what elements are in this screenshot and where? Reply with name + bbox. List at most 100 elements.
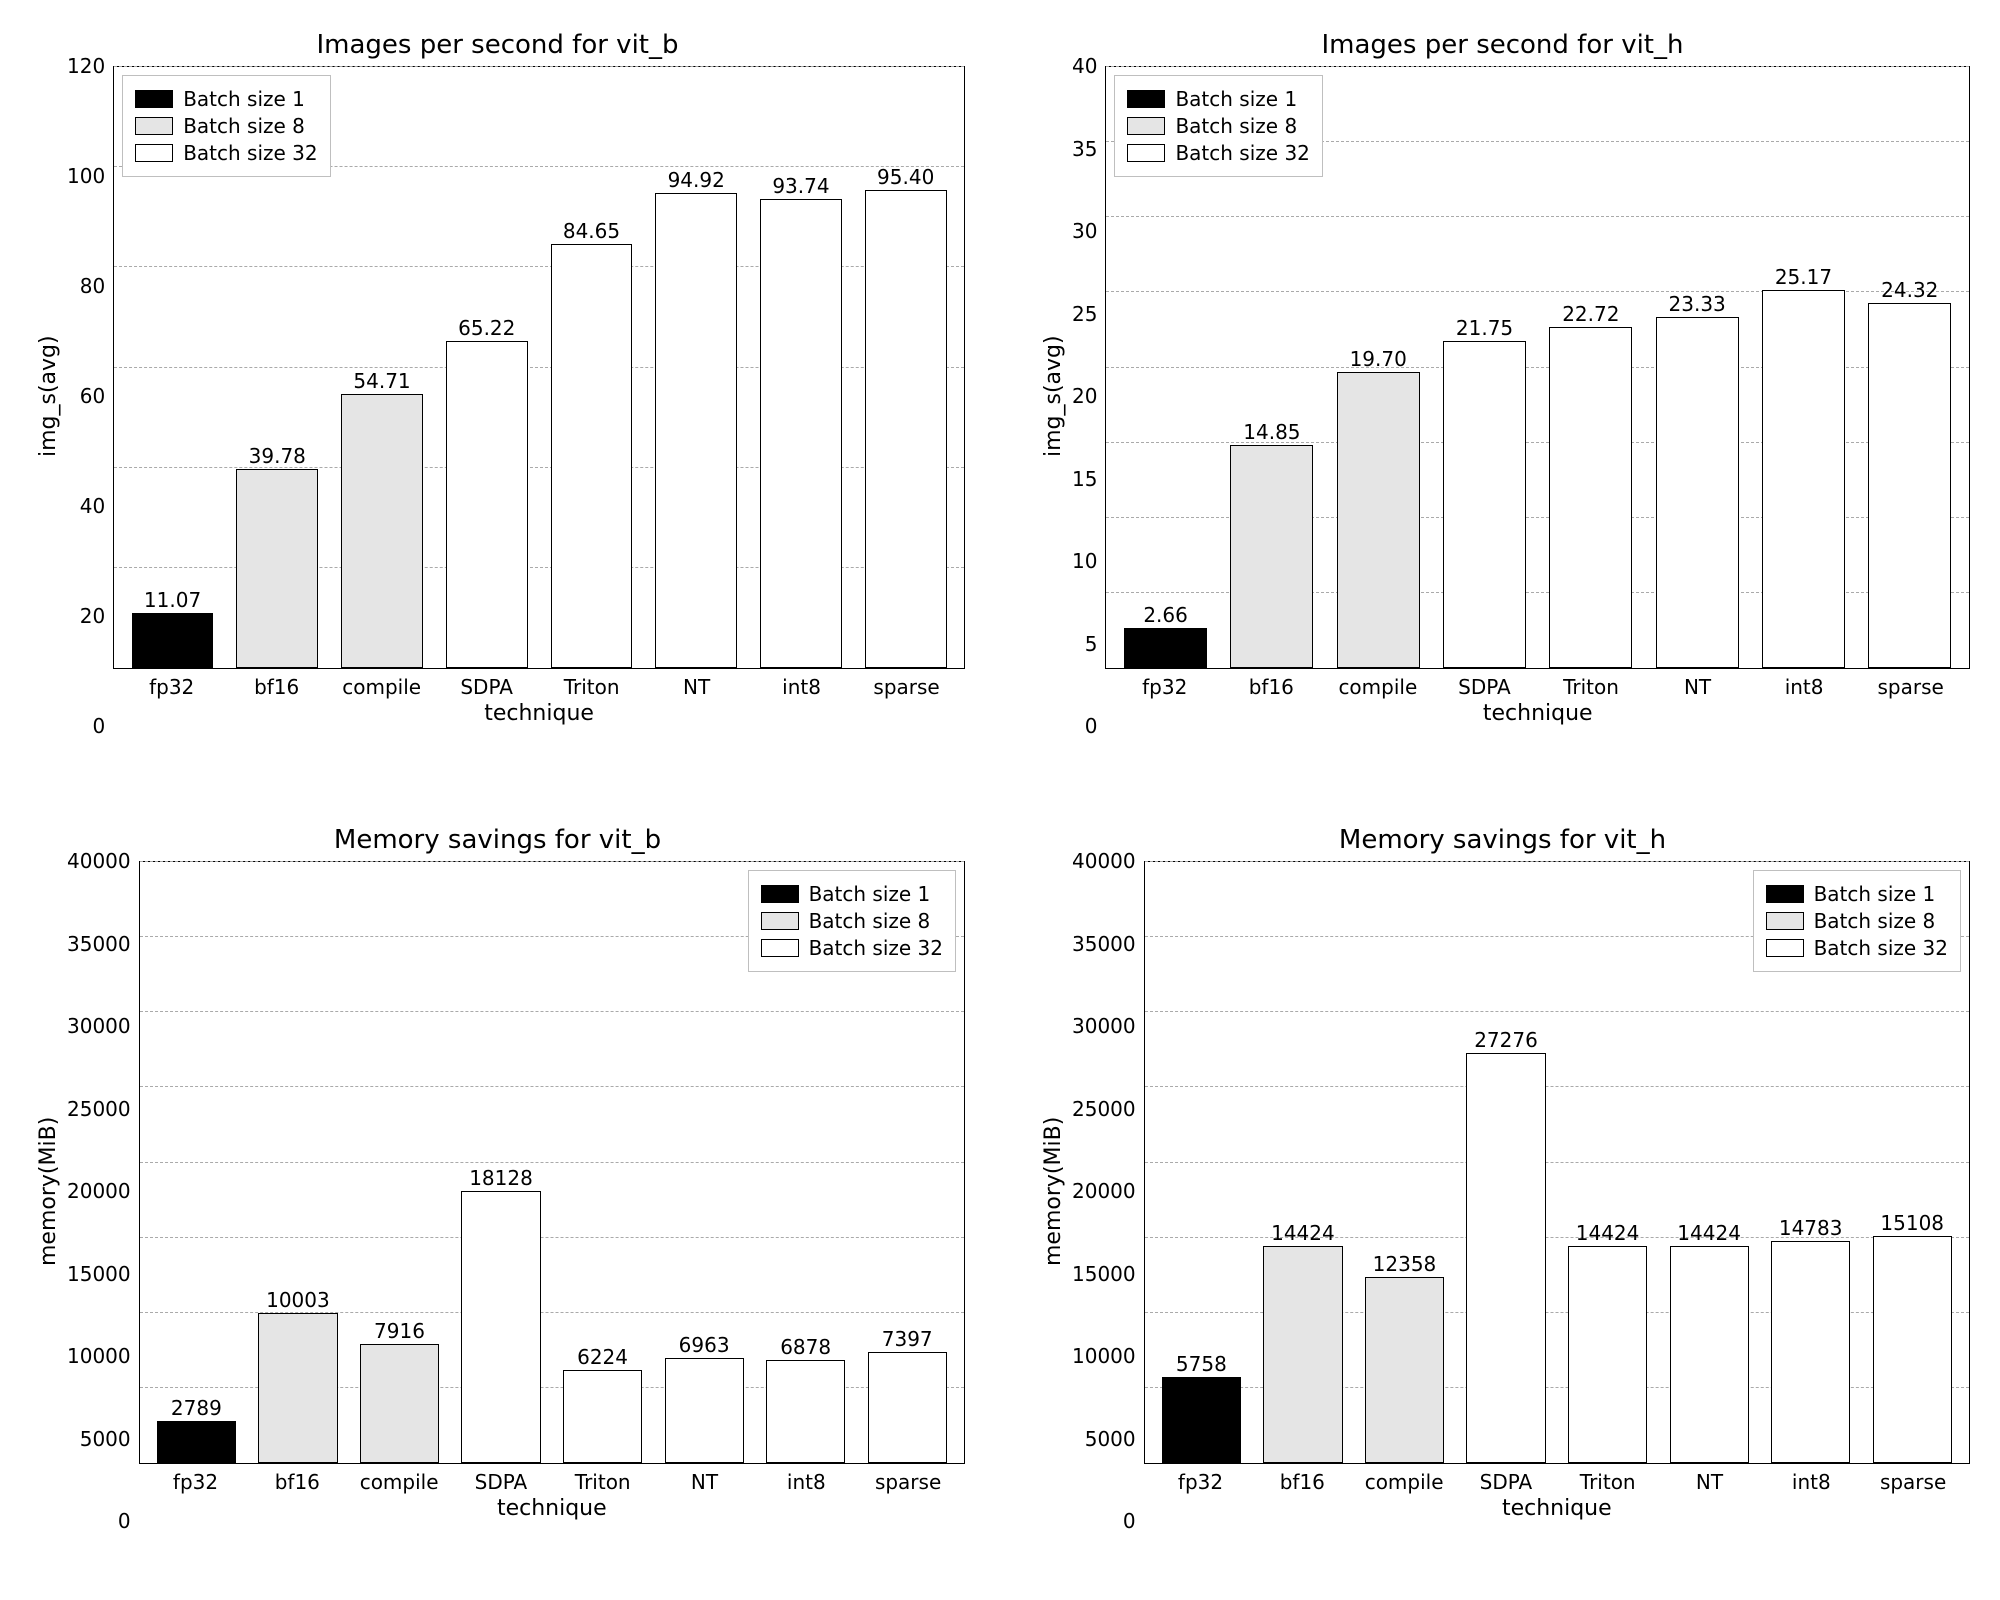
bar: 24.32 xyxy=(1868,303,1951,668)
bar-value-label: 14424 xyxy=(1271,1221,1335,1245)
bar-slot: 95.40 xyxy=(853,67,958,668)
legend-label: Batch size 8 xyxy=(1175,114,1297,138)
bar-slot: 24.32 xyxy=(1857,67,1963,668)
legend-label: Batch size 1 xyxy=(1814,882,1936,906)
chart-title: Memory savings for vit_h xyxy=(1035,825,1970,855)
bar-slot: 84.65 xyxy=(539,67,644,668)
bar-value-label: 10003 xyxy=(266,1288,330,1312)
x-tick: Triton xyxy=(552,1470,654,1494)
y-axis: 0510152025303540 xyxy=(1072,66,1105,726)
bar-value-label: 23.33 xyxy=(1669,292,1726,316)
bar: 12358 xyxy=(1365,1277,1444,1463)
x-tick: fp32 xyxy=(1150,1470,1252,1494)
x-axis-label: technique xyxy=(139,1496,965,1521)
legend-item: Batch size 32 xyxy=(135,141,317,165)
bar-value-label: 93.74 xyxy=(772,174,829,198)
bar-value-label: 15108 xyxy=(1880,1211,1944,1235)
bar: 6224 xyxy=(563,1370,642,1464)
bar: 25.17 xyxy=(1762,290,1845,668)
legend-item: Batch size 32 xyxy=(1766,936,1948,960)
bar-value-label: 14.85 xyxy=(1243,420,1300,444)
y-axis: 0500010000150002000025000300003500040000 xyxy=(67,861,139,1521)
x-tick: int8 xyxy=(755,1470,857,1494)
bar-slot: 14424 xyxy=(1557,862,1659,1463)
bar-slot: 27276 xyxy=(1455,862,1557,1463)
bar: 10003 xyxy=(258,1313,337,1463)
bar: 5758 xyxy=(1162,1377,1241,1464)
bar-value-label: 19.70 xyxy=(1350,347,1407,371)
x-tick: fp32 xyxy=(119,675,224,699)
legend-item: Batch size 1 xyxy=(135,87,317,111)
legend-swatch xyxy=(135,144,173,162)
legend-item: Batch size 1 xyxy=(761,882,943,906)
legend-swatch xyxy=(135,117,173,135)
bar-value-label: 7397 xyxy=(882,1327,933,1351)
bar-slot: 7916 xyxy=(349,862,451,1463)
bar-value-label: 54.71 xyxy=(353,369,410,393)
x-tick: int8 xyxy=(1760,1470,1862,1494)
bar-slot: 23.33 xyxy=(1644,67,1750,668)
bar-slot: 65.22 xyxy=(434,67,539,668)
legend-label: Batch size 32 xyxy=(1175,141,1309,165)
x-axis-label: technique xyxy=(1105,701,1970,726)
bar-value-label: 22.72 xyxy=(1562,302,1619,326)
legend-swatch xyxy=(1127,90,1165,108)
bar-value-label: 14783 xyxy=(1779,1216,1843,1240)
x-tick: SDPA xyxy=(450,1470,552,1494)
legend-label: Batch size 32 xyxy=(1814,936,1948,960)
chart-vit-h-imgs: Images per second for vit_himg_s(avg)051… xyxy=(1035,30,1970,775)
bar: 21.75 xyxy=(1443,341,1526,668)
x-axis-label: technique xyxy=(113,701,965,726)
legend-label: Batch size 1 xyxy=(1175,87,1297,111)
plot-area: 2.6614.8519.7021.7522.7223.3325.1724.32B… xyxy=(1105,66,1970,669)
x-tick: SDPA xyxy=(1431,675,1538,699)
x-tick: bf16 xyxy=(1251,1470,1353,1494)
bar-slot: 22.72 xyxy=(1538,67,1644,668)
bar-value-label: 12358 xyxy=(1373,1252,1437,1276)
bar-value-label: 25.17 xyxy=(1775,265,1832,289)
x-tick: bf16 xyxy=(1218,675,1325,699)
x-axis-label: technique xyxy=(1144,1496,1970,1521)
x-axis: fp32bf16compileSDPATritonNTint8sparse xyxy=(113,669,965,699)
legend-swatch xyxy=(1127,144,1165,162)
bar: 54.71 xyxy=(341,394,423,668)
bar: 22.72 xyxy=(1549,327,1632,668)
chart-grid: Images per second for vit_bimg_s(avg)020… xyxy=(30,30,1970,1570)
legend-item: Batch size 8 xyxy=(135,114,317,138)
bar: 14424 xyxy=(1670,1246,1749,1463)
bar: 94.92 xyxy=(655,193,737,668)
bar-value-label: 21.75 xyxy=(1456,316,1513,340)
x-tick: int8 xyxy=(749,675,854,699)
bar-slot: 14424 xyxy=(1658,862,1760,1463)
legend-label: Batch size 32 xyxy=(183,141,317,165)
bar-value-label: 7916 xyxy=(374,1319,425,1343)
x-tick: compile xyxy=(329,675,434,699)
bar-value-label: 14424 xyxy=(1576,1221,1640,1245)
bar-value-label: 27276 xyxy=(1474,1028,1538,1052)
bar-slot: 19.70 xyxy=(1325,67,1431,668)
legend-item: Batch size 1 xyxy=(1766,882,1948,906)
legend-label: Batch size 32 xyxy=(809,936,943,960)
bar: 7916 xyxy=(360,1344,439,1463)
bar: 14424 xyxy=(1568,1246,1647,1463)
bar: 6878 xyxy=(766,1360,845,1463)
bar-slot: 93.74 xyxy=(749,67,854,668)
bar: 6963 xyxy=(665,1358,744,1463)
bar: 14424 xyxy=(1263,1246,1342,1463)
x-tick: NT xyxy=(654,1470,756,1494)
legend-label: Batch size 8 xyxy=(809,909,931,933)
bar: 93.74 xyxy=(760,199,842,668)
x-axis: fp32bf16compileSDPATritonNTint8sparse xyxy=(1105,669,1970,699)
y-axis-label: img_s(avg) xyxy=(1035,66,1072,726)
chart-title: Images per second for vit_b xyxy=(30,30,965,60)
bar-value-label: 18128 xyxy=(469,1166,533,1190)
bar: 2789 xyxy=(157,1421,236,1463)
legend: Batch size 1 Batch size 8 Batch size 32 xyxy=(1114,75,1322,177)
legend-item: Batch size 8 xyxy=(1127,114,1309,138)
bar: 18128 xyxy=(461,1191,540,1463)
legend-swatch xyxy=(1766,939,1804,957)
bar: 84.65 xyxy=(551,244,633,668)
bar: 7397 xyxy=(868,1352,947,1463)
x-tick: sparse xyxy=(854,675,959,699)
chart-vit-b-imgs: Images per second for vit_bimg_s(avg)020… xyxy=(30,30,965,775)
